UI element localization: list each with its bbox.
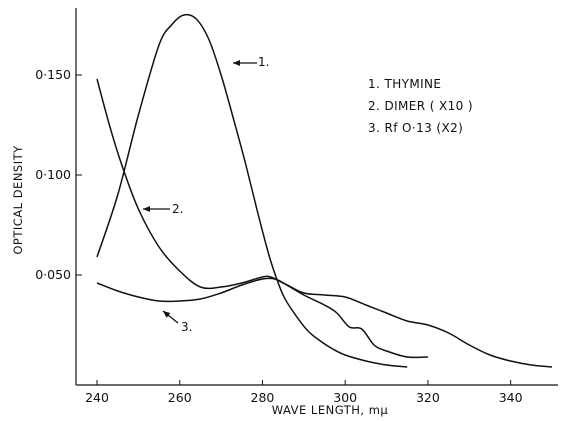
series-labels: 1. 2. 3. xyxy=(143,55,269,334)
callout-arrowhead xyxy=(143,206,150,212)
legend-entry: 2. DIMER ( X10 ) xyxy=(368,99,473,113)
x-tick-label: 260 xyxy=(168,390,192,405)
series-1-label: 1. xyxy=(258,55,269,69)
callout-arrowhead xyxy=(233,60,240,66)
x-tick-label: 340 xyxy=(499,390,523,405)
legend-entry: 1. THYMINE xyxy=(368,77,441,91)
x-tick-label: 280 xyxy=(251,390,275,405)
series-1-thymine-line xyxy=(96,13,408,368)
series-3-rf-line xyxy=(96,277,553,368)
x-tick-label: 320 xyxy=(416,390,440,405)
legend-entry: 3. Rf O·13 (X2) xyxy=(368,121,463,135)
ticks: 240 260 280 300 320 340 0·050 0·100 0·150 xyxy=(35,67,522,405)
x-tick-label: 240 xyxy=(85,390,109,405)
y-tick-label: 0·150 xyxy=(35,67,71,82)
y-axis-title: OPTICAL DENSITY xyxy=(11,145,25,255)
callout-arrowhead xyxy=(163,311,171,318)
x-tick-label: 300 xyxy=(333,390,357,405)
y-tick-label: 0·100 xyxy=(35,167,71,182)
curves xyxy=(96,13,553,368)
series-2-dimer-line xyxy=(96,78,428,359)
legend: 1. THYMINE 2. DIMER ( X10 ) 3. Rf O·13 (X2… xyxy=(368,77,473,135)
x-axis-title: WAVE LENGTH, mμ xyxy=(272,403,389,417)
series-3-label: 3. xyxy=(181,320,192,334)
axes xyxy=(75,8,558,386)
y-tick-label: 0·050 xyxy=(35,267,71,282)
series-2-label: 2. xyxy=(172,202,183,216)
